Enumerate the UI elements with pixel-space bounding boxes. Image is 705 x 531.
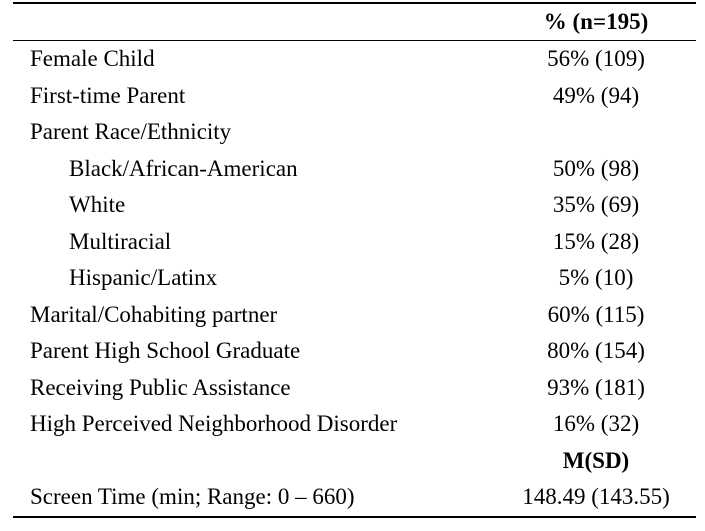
column-header-percent: % (n=195) <box>543 9 649 34</box>
table-row: Parent Race/Ethnicity <box>13 114 696 151</box>
table-body: Female Child 56% (109) First-time Parent… <box>13 41 696 516</box>
table-row: Marital/Cohabiting partner 60% (115) <box>13 297 696 334</box>
second-header-row: M(SD) <box>13 443 696 480</box>
table-top-rule <box>13 2 696 4</box>
row-value: 60% (115) <box>547 301 645 327</box>
row-label: Parent High School Graduate <box>30 338 301 363</box>
table-row: High Perceived Neighborhood Disorder 16%… <box>13 406 696 443</box>
row-label: First-time Parent <box>30 82 186 108</box>
row-value <box>496 114 696 151</box>
row-label: Multiracial <box>69 228 172 254</box>
table-row: Multiracial 15% (28) <box>13 224 696 261</box>
header-row: % (n=195) <box>13 4 696 40</box>
row-label: Parent Race/Ethnicity <box>30 119 232 144</box>
row-label: Receiving Public Assistance <box>30 374 291 400</box>
table-row: Receiving Public Assistance 93% (181) <box>13 370 696 407</box>
row-value: 56% (109) <box>547 46 645 71</box>
row-label: Screen Time (min; Range: 0 – 660) <box>30 484 355 509</box>
table-row: Black/African-American 50% (98) <box>13 151 696 188</box>
table-bottom-rule <box>13 515 696 518</box>
row-label: Black/African-American <box>69 155 298 181</box>
table-header-rule <box>13 40 696 41</box>
table-row: Hispanic/Latinx 5% (10) <box>13 260 696 297</box>
row-label: Female Child <box>30 46 155 71</box>
descriptive-statistics-table: % (n=195) Female Child 56% (109) First-t… <box>13 0 696 518</box>
row-label: High Perceived Neighborhood Disorder <box>30 411 398 436</box>
row-value: 50% (98) <box>552 155 640 181</box>
table-row: Screen Time (min; Range: 0 – 660) 148.49… <box>13 479 696 516</box>
table-header: % (n=195) <box>13 4 696 40</box>
row-label: White <box>69 192 126 217</box>
row-value: 5% (10) <box>558 265 634 290</box>
row-value: 16% (32) <box>552 411 640 436</box>
row-value: 49% (94) <box>552 82 640 108</box>
header-empty-cell <box>13 443 496 480</box>
row-label: Marital/Cohabiting partner <box>30 301 278 327</box>
row-value: 148.49 (143.55) <box>522 484 670 509</box>
row-value: 35% (69) <box>552 192 640 217</box>
table-row: Parent High School Graduate 80% (154) <box>13 333 696 370</box>
row-label: Hispanic/Latinx <box>69 265 218 290</box>
table-row: First-time Parent 49% (94) <box>13 78 696 115</box>
table-row: Female Child 56% (109) <box>13 41 696 78</box>
row-value: 15% (28) <box>552 228 640 254</box>
column-header-mean-sd: M(SD) <box>562 447 630 473</box>
row-value: 80% (154) <box>547 338 645 363</box>
row-value: 93% (181) <box>547 374 645 400</box>
header-empty-cell <box>13 4 496 40</box>
table-row: White 35% (69) <box>13 187 696 224</box>
